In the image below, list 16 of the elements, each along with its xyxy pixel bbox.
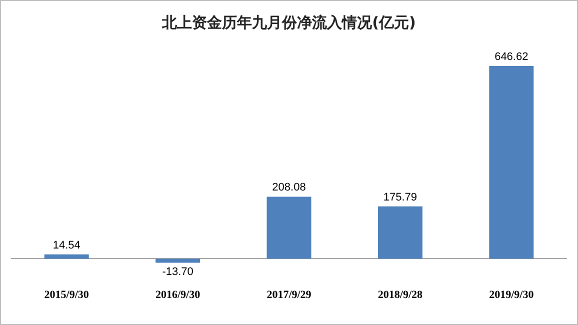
bar — [378, 206, 422, 259]
data-label: -13.70 — [162, 266, 194, 278]
x-tick-label: 2017/9/29 — [266, 289, 312, 301]
data-label: 14.54 — [52, 239, 80, 252]
bar — [156, 258, 200, 263]
x-tick-label: 2016/9/30 — [155, 289, 201, 301]
data-label: 208.08 — [272, 182, 306, 194]
chart-title: 北上资金历年九月份净流入情况(亿元) — [161, 14, 416, 32]
bar — [266, 196, 312, 259]
x-tick-label: 2018/9/28 — [378, 289, 423, 301]
x-tick-label: 2019/9/30 — [489, 289, 534, 301]
bar — [489, 66, 534, 259]
bar — [44, 254, 89, 259]
data-label: 175.79 — [383, 191, 418, 204]
x-tick-label: 2015/9/30 — [44, 289, 90, 301]
data-label: 646.62 — [494, 51, 528, 64]
